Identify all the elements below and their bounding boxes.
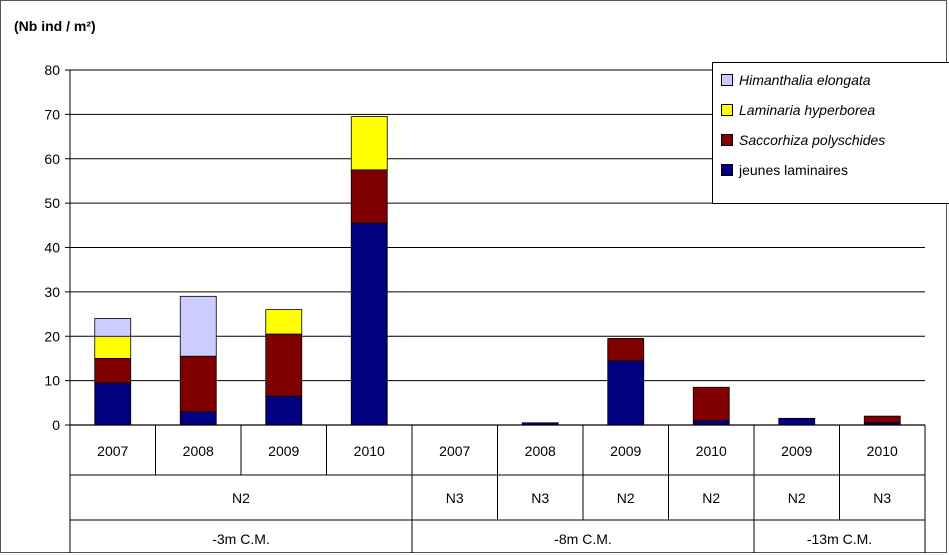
x-group-label-level: N2 <box>702 490 720 506</box>
y-tick-label: 30 <box>44 284 60 300</box>
bar-segment <box>179 355 217 413</box>
y-tick-label: 60 <box>44 151 60 167</box>
x-group-label-level: N2 <box>617 490 635 506</box>
y-tick-label: 40 <box>44 240 60 256</box>
x-tick-label-year: 2008 <box>525 443 556 459</box>
y-axis-unit-label: (Nb ind / m²) <box>14 18 96 34</box>
legend-label: Saccorhiza polyschides <box>739 132 886 148</box>
legend-item: Himanthalia elongata <box>721 71 871 89</box>
x-tick-label-year: 2009 <box>268 443 299 459</box>
legend-item: jeunes laminaires <box>721 161 848 179</box>
x-tick-label-year: 2010 <box>696 443 727 459</box>
x-group-label-level: N2 <box>788 490 806 506</box>
y-tick-label: 80 <box>44 62 60 78</box>
chart-legend: Himanthalia elongata Laminaria hyperborea… <box>712 62 949 204</box>
bar-segment <box>778 417 816 426</box>
legend-item: Saccorhiza polyschides <box>721 131 885 149</box>
x-tick-label-year: 2009 <box>610 443 641 459</box>
legend-swatch <box>721 134 733 146</box>
legend-label: jeunes laminaires <box>739 162 848 178</box>
x-tick-label-year: 2010 <box>867 443 898 459</box>
legend-swatch <box>721 104 733 116</box>
legend-swatch <box>721 164 733 176</box>
x-tick-label-year: 2008 <box>183 443 214 459</box>
bar-segment <box>265 333 303 397</box>
y-tick-label: 70 <box>44 106 60 122</box>
x-group-label-depth: -13m C.M. <box>807 531 872 547</box>
x-group-label-level: N3 <box>446 490 464 506</box>
legend-item: Laminaria hyperborea <box>721 101 875 119</box>
bar-segment <box>607 338 645 362</box>
bar-segment <box>94 358 132 384</box>
x-tick-label-year: 2007 <box>97 443 128 459</box>
bar-segment <box>607 360 645 426</box>
y-tick-label: 20 <box>44 328 60 344</box>
legend-label: Laminaria hyperborea <box>739 102 876 118</box>
bar-segment <box>265 395 303 426</box>
x-tick-label-year: 2010 <box>354 443 385 459</box>
bar-segment <box>350 116 388 171</box>
bar-segment <box>179 411 217 426</box>
bar-segment <box>94 318 132 337</box>
x-group-label-depth: -3m C.M. <box>212 531 270 547</box>
bar-segment <box>350 169 388 224</box>
bar-segment <box>863 415 901 424</box>
y-tick-label: 10 <box>44 373 60 389</box>
bar-segment <box>94 382 132 426</box>
x-group-label-level: N3 <box>873 490 891 506</box>
bar-segment <box>350 222 388 426</box>
bar-segment <box>692 420 730 426</box>
legend-swatch <box>721 74 733 86</box>
x-group-label-level: N2 <box>232 490 250 506</box>
bar-segment <box>179 295 217 357</box>
y-tick-label: 50 <box>44 195 60 211</box>
x-group-label-depth: -8m C.M. <box>554 531 612 547</box>
x-tick-label-year: 2009 <box>781 443 812 459</box>
bar-segment <box>94 335 132 359</box>
bar-segment <box>692 386 730 421</box>
y-tick-label: 0 <box>52 417 60 433</box>
x-tick-label-year: 2007 <box>439 443 470 459</box>
bar-segment <box>265 309 303 335</box>
x-group-label-level: N3 <box>531 490 549 506</box>
legend-label: Himanthalia elongata <box>739 72 871 88</box>
